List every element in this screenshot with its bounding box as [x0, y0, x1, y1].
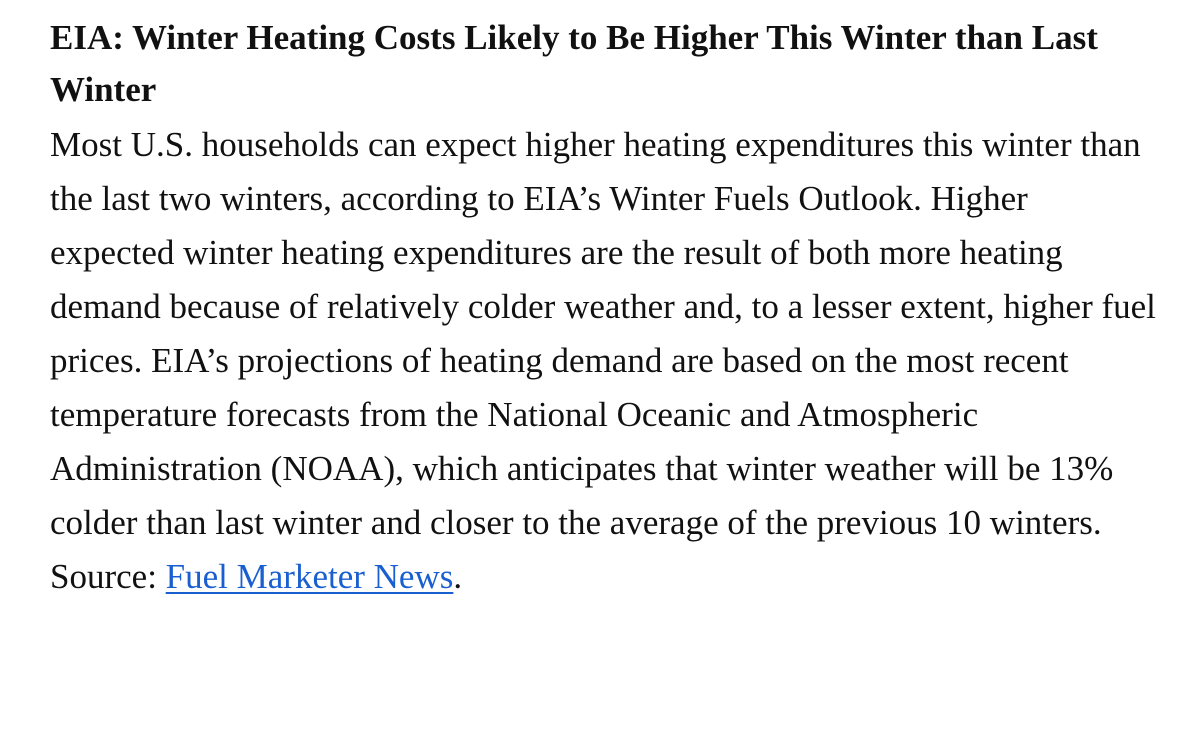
source-link[interactable]: Fuel Marketer News — [165, 557, 454, 596]
article-body-text: Most U.S. households can expect higher h… — [50, 125, 1156, 542]
trailing-period: . — [453, 557, 463, 596]
news-article: EIA: Winter Heating Costs Likely to Be H… — [50, 12, 1160, 604]
source-label: Source: — [50, 557, 157, 596]
article-body: Most U.S. households can expect higher h… — [50, 118, 1160, 604]
article-headline: EIA: Winter Heating Costs Likely to Be H… — [50, 18, 1098, 109]
